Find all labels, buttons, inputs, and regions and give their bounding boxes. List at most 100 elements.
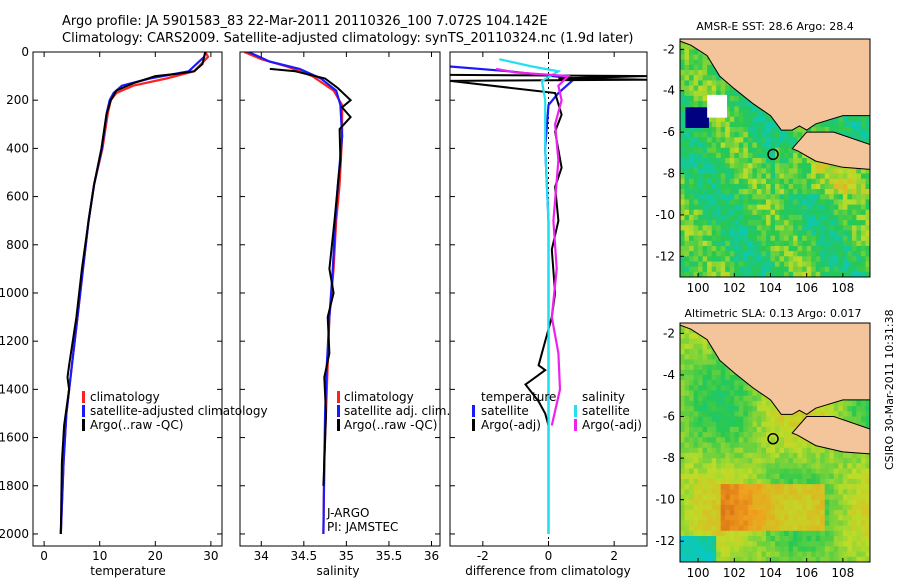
map-cell xyxy=(716,230,722,237)
map-cell xyxy=(738,406,744,412)
map-cell xyxy=(851,132,857,138)
map-cell xyxy=(707,251,713,257)
map-cell xyxy=(847,536,853,542)
map-cell xyxy=(766,173,772,180)
difference-legend: temperature satellite Argo(-adj) salinit… xyxy=(472,390,642,432)
map-cell xyxy=(775,447,781,454)
x-tick-label: 10 xyxy=(92,549,107,563)
map-cell xyxy=(838,510,844,516)
map-cell xyxy=(856,499,862,506)
map-cell xyxy=(725,395,731,402)
map-cell xyxy=(865,183,870,190)
map-cell xyxy=(784,525,790,532)
map-cell xyxy=(720,178,726,185)
map-cell xyxy=(680,375,686,381)
map-cell xyxy=(698,489,704,496)
map-cell xyxy=(725,546,731,553)
map-cell xyxy=(729,390,735,397)
map-cell xyxy=(729,484,735,490)
map-cell xyxy=(702,406,708,412)
map-cell xyxy=(770,173,776,180)
map-cell xyxy=(729,246,735,252)
map-cell xyxy=(842,556,848,562)
map-cell xyxy=(784,163,790,169)
map-cell xyxy=(775,442,781,449)
map-cell xyxy=(797,499,803,506)
map-cell xyxy=(756,111,762,118)
map-cell xyxy=(847,225,853,232)
map-cell xyxy=(756,240,762,247)
map-cell xyxy=(851,515,857,521)
map-cell xyxy=(770,530,776,537)
map-cell xyxy=(747,395,753,402)
map-cell xyxy=(820,406,826,412)
map-cell xyxy=(815,163,821,169)
map-cell xyxy=(716,400,722,407)
map-cell xyxy=(729,178,735,185)
map-cell xyxy=(720,271,726,277)
map-cell xyxy=(838,546,844,553)
map-cell xyxy=(847,541,853,547)
map-cell xyxy=(720,142,726,149)
map-cell xyxy=(779,447,785,454)
map-cell xyxy=(829,246,835,252)
map-cell xyxy=(680,536,686,542)
map-cell xyxy=(788,447,794,454)
map-cell xyxy=(756,546,762,553)
map-cell xyxy=(775,214,781,221)
map-cell xyxy=(693,178,699,185)
map-cell xyxy=(847,499,853,506)
map-cell xyxy=(707,80,713,87)
map-cell xyxy=(833,173,839,180)
map-cell xyxy=(797,261,803,268)
map-cell xyxy=(788,266,794,273)
map-cell xyxy=(820,173,826,180)
map-cell xyxy=(680,484,686,490)
map-cell xyxy=(784,551,790,558)
map-cell xyxy=(689,369,695,376)
map-cell xyxy=(770,137,776,144)
map-cell xyxy=(842,168,848,175)
map-cell xyxy=(833,209,839,216)
map-cell xyxy=(743,385,749,392)
map-cell xyxy=(838,230,844,237)
map-cell xyxy=(752,261,758,268)
map-cell xyxy=(707,121,713,128)
map-cell xyxy=(788,442,794,449)
map-cell xyxy=(851,473,857,480)
map-cell xyxy=(802,478,808,485)
map-cell xyxy=(802,499,808,506)
map-cell xyxy=(847,400,853,407)
map-cell xyxy=(720,364,726,371)
map-cell xyxy=(865,178,870,185)
map-cell xyxy=(761,447,767,454)
map-cell xyxy=(716,395,722,402)
map-cell xyxy=(698,468,704,475)
map-cell xyxy=(684,70,690,76)
map-cell xyxy=(851,536,857,542)
map-cell xyxy=(861,551,867,558)
map-cell xyxy=(842,536,848,542)
map-cell xyxy=(784,530,790,537)
map-cell xyxy=(865,468,870,475)
map-cell xyxy=(711,90,717,97)
map-cell xyxy=(752,204,758,211)
map-cell xyxy=(729,271,735,277)
map-cell xyxy=(865,494,870,501)
map-cell xyxy=(693,499,699,506)
map-cell xyxy=(693,199,699,206)
map-cell xyxy=(784,463,790,470)
map-cell xyxy=(829,406,835,412)
map-cell xyxy=(729,556,735,562)
map-cell xyxy=(702,426,708,433)
map-cell xyxy=(693,204,699,211)
map-cell xyxy=(788,199,794,206)
map-cell xyxy=(833,463,839,470)
map-cell xyxy=(856,541,862,547)
map-cell xyxy=(847,406,853,412)
map-cell xyxy=(788,452,794,459)
map-cell xyxy=(779,173,785,180)
map-cell xyxy=(702,70,708,76)
map-cell xyxy=(784,478,790,485)
map-cell xyxy=(856,406,862,412)
